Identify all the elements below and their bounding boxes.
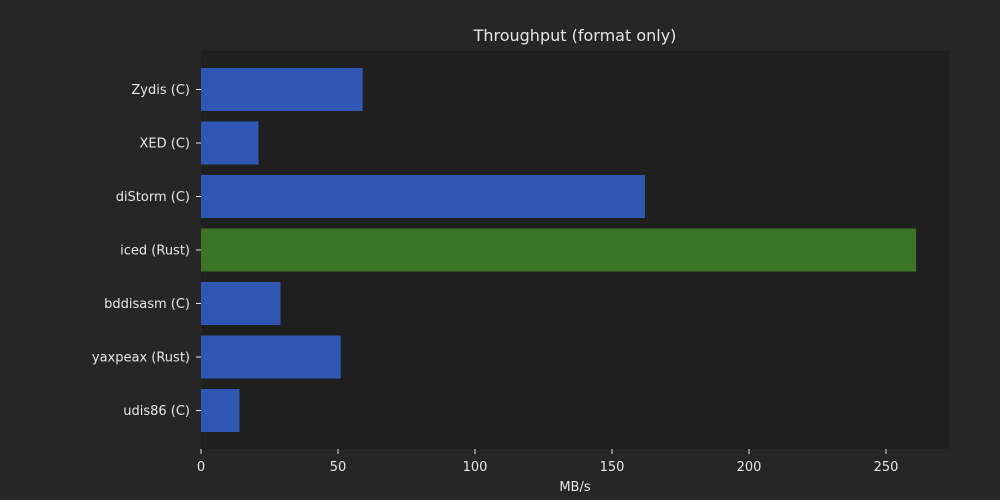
bar-bddisasm-c bbox=[201, 282, 281, 325]
x-tick-label: 250 bbox=[874, 460, 899, 475]
bar-iced-rust bbox=[201, 228, 917, 272]
x-tick-label: 50 bbox=[330, 460, 347, 475]
y-tick-label: udis86 (C) bbox=[123, 404, 190, 419]
y-tick-label: XED (C) bbox=[140, 137, 190, 152]
x-axis-ticks: 0 50 100 150 200 250 bbox=[197, 449, 899, 475]
bar-zydis-c bbox=[201, 68, 363, 111]
bar-distorm-c bbox=[201, 175, 645, 218]
y-tick-label: iced (Rust) bbox=[120, 244, 190, 259]
bars bbox=[201, 68, 917, 432]
x-axis-label: MB/s bbox=[559, 480, 591, 495]
chart-title: Throughput (format only) bbox=[473, 26, 677, 45]
y-tick-label: bddisasm (C) bbox=[104, 297, 190, 312]
bar-yaxpeax-rust bbox=[201, 335, 341, 379]
y-tick-label: diStorm (C) bbox=[116, 190, 190, 205]
y-axis-ticks: Zydis (C) XED (C) diStorm (C) iced (Rust) bd… bbox=[92, 83, 201, 419]
x-tick-label: 150 bbox=[600, 460, 625, 475]
x-tick-label: 100 bbox=[463, 460, 488, 475]
bar-udis86-c bbox=[201, 389, 240, 432]
x-tick-label: 0 bbox=[197, 460, 205, 475]
y-tick-label: yaxpeax (Rust) bbox=[92, 351, 190, 366]
y-tick-label: Zydis (C) bbox=[131, 83, 190, 98]
x-tick-label: 200 bbox=[737, 460, 762, 475]
bar-xed-c bbox=[201, 121, 259, 165]
